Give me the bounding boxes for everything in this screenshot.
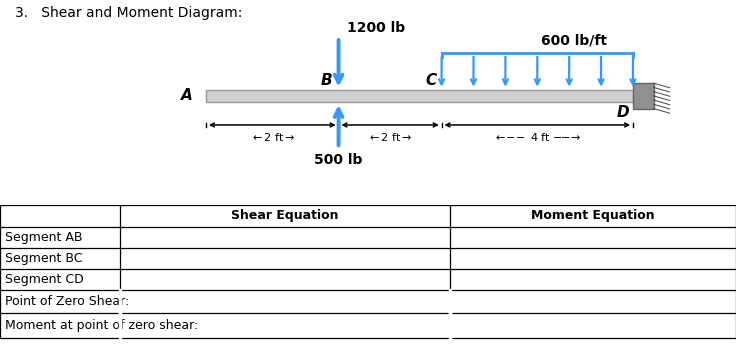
Text: C: C [426,73,437,88]
Text: Segment CD: Segment CD [5,273,84,286]
Text: Segment BC: Segment BC [5,252,82,265]
Text: Segment AB: Segment AB [5,231,82,244]
Text: $\leftarrow$2 ft$\rightarrow$: $\leftarrow$2 ft$\rightarrow$ [367,131,413,143]
Text: Moment Equation: Moment Equation [531,209,655,222]
Bar [633,83,654,108]
Text: 3.   Shear and Moment Diagram:: 3. Shear and Moment Diagram: [15,6,242,20]
Text: $\leftarrow\!\!-\!\!-$ 4 ft $-\!\!-\!\!\rightarrow$: $\leftarrow\!\!-\!\!-$ 4 ft $-\!\!-\!\!\… [493,131,581,143]
Text: Moment at point of zero shear:: Moment at point of zero shear: [5,319,198,332]
Bar [206,90,633,102]
Text: Point of Zero Shear:: Point of Zero Shear: [5,295,130,308]
Text: A: A [181,88,193,103]
Text: B: B [321,73,333,88]
Text: Shear Equation: Shear Equation [231,209,339,222]
Text: 500 lb: 500 lb [314,153,363,167]
Text: 600 lb/ft: 600 lb/ft [541,34,607,48]
Text: 1200 lb: 1200 lb [347,21,406,35]
Text: $\leftarrow$2 ft$\rightarrow$: $\leftarrow$2 ft$\rightarrow$ [250,131,295,143]
Text: D: D [617,106,629,120]
